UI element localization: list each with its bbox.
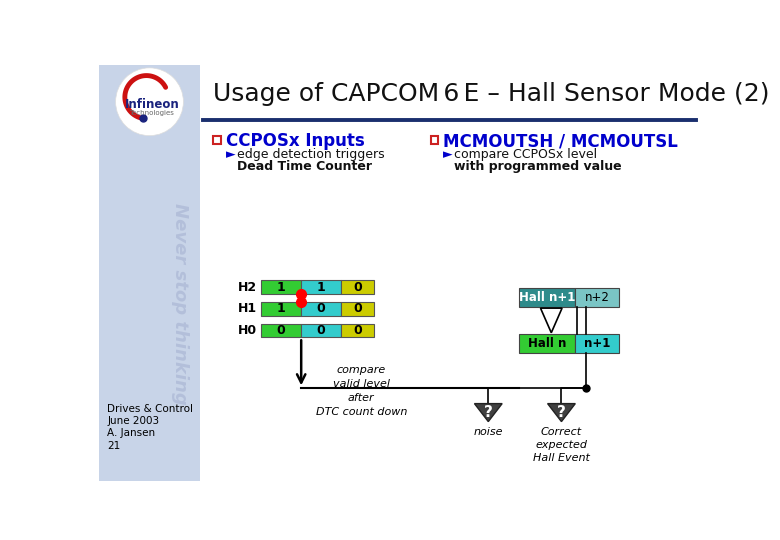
- Text: Correct
expected
Hall Event: Correct expected Hall Event: [533, 427, 590, 463]
- Circle shape: [115, 68, 183, 136]
- Text: Drives & Control: Drives & Control: [107, 403, 193, 414]
- Text: 0: 0: [353, 324, 362, 337]
- Bar: [214, 137, 221, 144]
- Text: Never stop thinking: Never stop thinking: [172, 202, 190, 404]
- Text: Dead Time Counter: Dead Time Counter: [236, 160, 371, 173]
- Text: Hall n+1: Hall n+1: [519, 291, 575, 304]
- Text: CCPOSx Inputs: CCPOSx Inputs: [225, 132, 364, 150]
- Text: Hall n: Hall n: [527, 337, 566, 350]
- Text: Infineon: Infineon: [126, 98, 180, 111]
- Text: ►: ►: [225, 148, 236, 161]
- Bar: [301, 280, 341, 294]
- Text: MCMOUTSH / MCMOUTSL: MCMOUTSH / MCMOUTSL: [443, 132, 678, 150]
- Text: June 2003: June 2003: [107, 416, 159, 426]
- Text: 1: 1: [277, 281, 285, 294]
- Bar: [261, 302, 301, 316]
- Text: 0: 0: [353, 302, 362, 315]
- Text: ►: ►: [443, 148, 452, 161]
- Text: 1: 1: [277, 302, 285, 315]
- Text: H0: H0: [237, 324, 257, 337]
- Text: ?: ?: [557, 405, 566, 420]
- Text: with programmed value: with programmed value: [454, 160, 622, 173]
- Bar: [341, 280, 374, 294]
- Text: ?: ?: [484, 405, 493, 420]
- Text: 1: 1: [317, 281, 325, 294]
- Bar: [301, 323, 341, 338]
- Text: 0: 0: [317, 324, 325, 337]
- Polygon shape: [541, 308, 562, 333]
- Text: noise: noise: [473, 427, 503, 437]
- Text: Technologies: Technologies: [129, 110, 173, 116]
- Text: H2: H2: [237, 281, 257, 294]
- Bar: [519, 288, 575, 307]
- Text: n+2: n+2: [584, 291, 609, 304]
- Polygon shape: [548, 403, 576, 422]
- Text: edge detection triggers: edge detection triggers: [236, 148, 384, 161]
- Text: H1: H1: [237, 302, 257, 315]
- Bar: [575, 288, 619, 307]
- Text: 0: 0: [317, 302, 325, 315]
- Polygon shape: [474, 403, 502, 422]
- Text: 0: 0: [353, 281, 362, 294]
- Text: 0: 0: [277, 324, 285, 337]
- Text: compare
valid level
after
DTC count down: compare valid level after DTC count down: [316, 365, 407, 417]
- Bar: [99, 65, 200, 481]
- Bar: [261, 280, 301, 294]
- Bar: [341, 323, 374, 338]
- Bar: [301, 302, 341, 316]
- Bar: [519, 334, 575, 353]
- Text: n+1: n+1: [583, 337, 610, 350]
- Text: 21: 21: [107, 441, 120, 450]
- Bar: [261, 323, 301, 338]
- Text: Usage of CAPCOM 6 E – Hall Sensor Mode (2): Usage of CAPCOM 6 E – Hall Sensor Mode (…: [214, 82, 770, 106]
- Text: compare CCPOSx level: compare CCPOSx level: [454, 148, 597, 161]
- Text: A. Jansen: A. Jansen: [107, 428, 155, 438]
- Bar: [431, 137, 438, 144]
- Bar: [341, 302, 374, 316]
- Bar: [575, 334, 619, 353]
